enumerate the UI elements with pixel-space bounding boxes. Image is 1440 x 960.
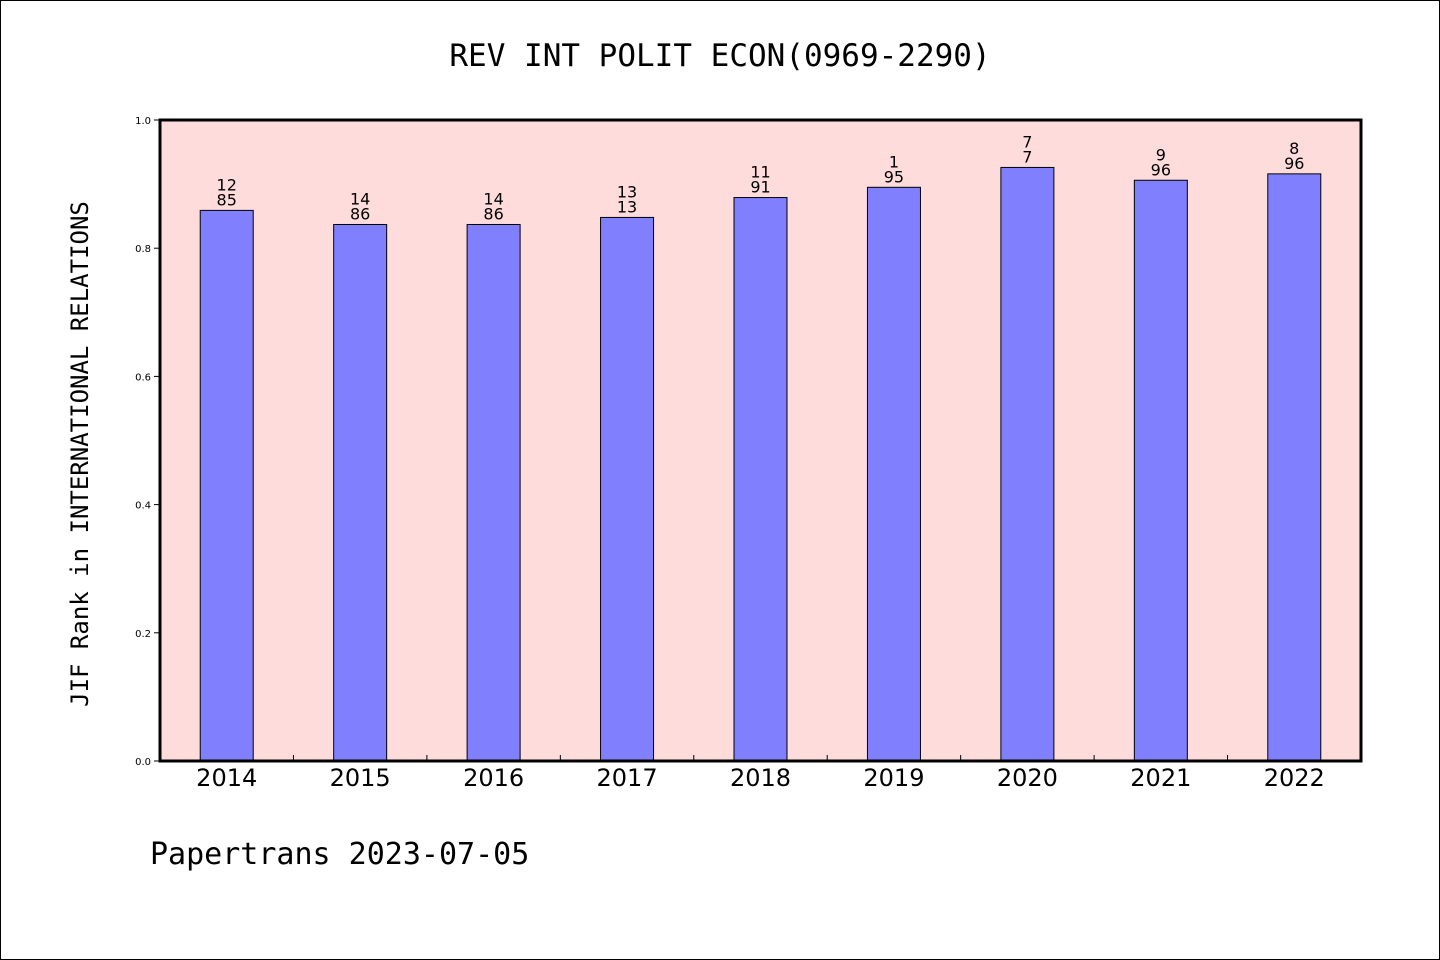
- data-label-total: 13: [617, 197, 637, 216]
- x-tick-label: 2021: [1130, 764, 1191, 792]
- data-label-total: 86: [350, 204, 370, 223]
- data-label-rank: 9: [1156, 145, 1166, 164]
- data-label-total: 96: [1284, 154, 1304, 173]
- x-tick-label: 2017: [597, 764, 658, 792]
- data-label-total: 96: [1151, 160, 1171, 179]
- plot-border: [158, 118, 1363, 763]
- x-tick-label: 2015: [330, 764, 391, 792]
- x-tick-label: 2016: [463, 764, 524, 792]
- bar-2022: [1267, 173, 1322, 762]
- y-axis: 0.0 0.2 0.4 0.6 0.8 1.0: [135, 116, 160, 768]
- data-label-rank: 13: [617, 182, 637, 201]
- x-axis: 2014 2015 2016 2017 2018 2019 2020 2021 2022: [196, 755, 1325, 792]
- bar-2019: [866, 186, 921, 762]
- data-label-total: 86: [483, 204, 503, 223]
- data-label-rank: 14: [350, 189, 370, 208]
- y-tick-label: 0.8: [135, 244, 151, 255]
- bar-2014: [199, 209, 254, 762]
- y-tick-label: 1.0: [135, 116, 151, 127]
- y-tick-label: 0.2: [135, 629, 151, 640]
- bar-2021: [1133, 179, 1188, 762]
- bar-2017: [600, 216, 655, 762]
- footer-text: Papertrans 2023-07-05: [150, 837, 529, 872]
- chart-title: REV INT POLIT ECON(0969-2290): [449, 38, 990, 74]
- x-tick-label: 2019: [863, 764, 924, 792]
- bar-2018: [733, 197, 788, 762]
- data-label-rank: 8: [1289, 139, 1299, 158]
- data-label-rank: 12: [217, 175, 237, 194]
- bars: [199, 166, 1322, 762]
- x-tick-label: 2020: [997, 764, 1058, 792]
- x-tick-label: 2018: [730, 764, 791, 792]
- x-tick-label: 2014: [196, 764, 257, 792]
- y-axis-label: JIF Rank in INTERNATIONAL RELATIONS: [66, 201, 94, 707]
- y-tick-label: 0.0: [135, 757, 151, 768]
- y-tick-label: 0.6: [135, 372, 151, 383]
- bar-2016: [466, 223, 521, 762]
- bar-2020: [1000, 166, 1055, 762]
- data-label-rank: 1: [889, 152, 899, 171]
- data-label-rank: 7: [1022, 132, 1032, 151]
- x-tick-label: 2022: [1264, 764, 1325, 792]
- data-label-total: 85: [217, 190, 237, 209]
- data-label-rank: 11: [750, 163, 770, 182]
- data-label-rank: 14: [483, 189, 503, 208]
- bar-2015: [333, 223, 388, 762]
- data-label-total: 91: [750, 178, 770, 197]
- data-label-total: 95: [884, 167, 904, 186]
- y-tick-label: 0.4: [135, 501, 151, 512]
- data-label-total: 7: [1022, 147, 1032, 166]
